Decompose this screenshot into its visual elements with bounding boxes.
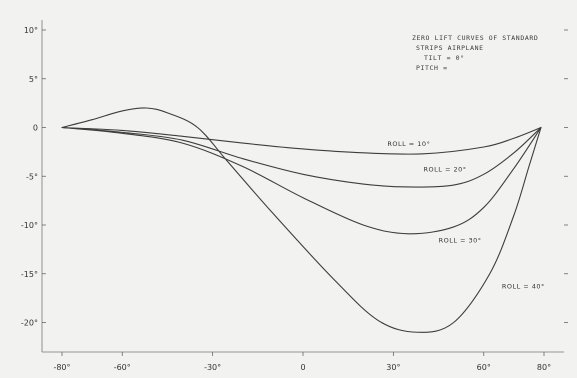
tick-marks — [42, 29, 568, 356]
y-tick-label: -20° — [21, 319, 38, 328]
series-label-1: ROLL = 10° — [387, 140, 430, 148]
y-tick-label: 5° — [29, 75, 38, 84]
x-tick-label: 30° — [386, 363, 400, 372]
y-tick-label: 10° — [24, 26, 38, 35]
x-tick-label: 60° — [477, 363, 491, 372]
x-tick-label: 80° — [537, 363, 551, 372]
y-tick-label: -15° — [21, 270, 38, 279]
series-lines — [61, 107, 542, 333]
series-labels: ROLL = 10° ROLL = 20° ROLL = 30° ROLL = 40° — [387, 140, 544, 290]
series-line-1 — [61, 126, 542, 155]
x-tick-label: 0 — [300, 363, 305, 372]
tick-labels: 10° 5° 0 -5° -10° -15° -20° -80° -60° -30° 0 30° 60°… — [21, 26, 551, 372]
series-line-4 — [61, 107, 542, 333]
x-tick-label: -60° — [114, 363, 131, 372]
x-tick-label: -30° — [204, 363, 221, 372]
chart-annotation: ZERO LIFT CURVES OF STANDARD STRIPS AIRPL… — [412, 34, 538, 72]
annotation-line-4: PITCH = — [416, 64, 448, 72]
y-tick-label: -10° — [21, 221, 38, 230]
x-tick-label: -80° — [53, 363, 70, 372]
y-tick-label: -5° — [26, 172, 38, 181]
series-label-3: ROLL = 30° — [439, 237, 482, 245]
annotation-line-3: TILT = 0° — [424, 54, 465, 62]
annotation-line-2: STRIPS AIRPLANE — [416, 44, 484, 52]
y-tick-label: 0 — [33, 124, 38, 133]
series-line-3 — [61, 126, 542, 235]
annotation-line-1: ZERO LIFT CURVES OF STANDARD — [412, 34, 538, 42]
series-label-4: ROLL = 40° — [502, 282, 545, 290]
series-line-2 — [61, 126, 542, 188]
axes — [41, 20, 564, 353]
series-label-2: ROLL = 20° — [424, 165, 467, 173]
